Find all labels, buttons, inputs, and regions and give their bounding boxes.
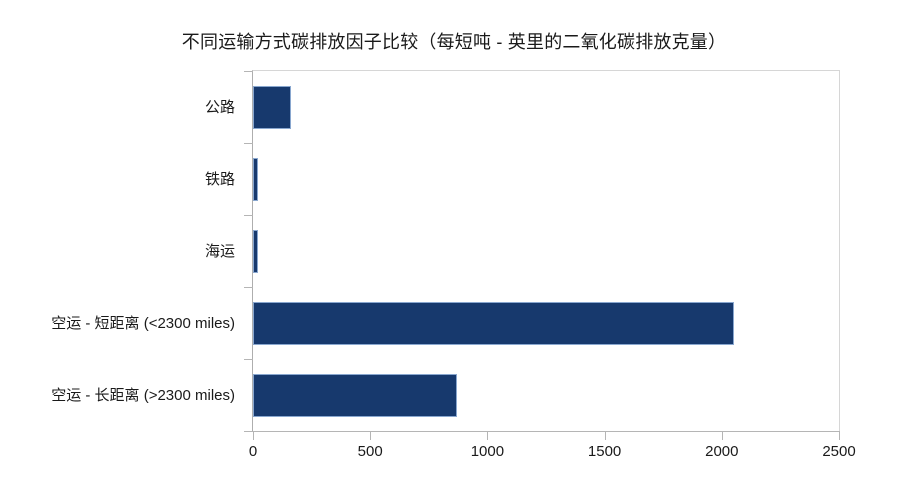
x-axis-tick (370, 431, 372, 440)
x-axis-tick-label: 2500 (822, 443, 856, 460)
y-axis-tick (244, 143, 253, 144)
bar (253, 157, 258, 201)
bar (253, 229, 258, 273)
bar (253, 373, 457, 417)
x-axis-tick-label: 0 (248, 443, 258, 460)
category-label: 铁路 (204, 170, 235, 188)
category-label: 公路 (204, 98, 235, 116)
y-axis-tick (244, 215, 253, 216)
x-axis-tick (487, 431, 489, 440)
x-axis-tick (721, 431, 723, 440)
x-axis-tick-label: 2000 (705, 443, 739, 460)
plot-area: 0 500 1000 1500 2000 2500 (244, 70, 856, 460)
category-label: 海运 (204, 242, 235, 260)
x-axis-tick-label: 1000 (470, 443, 505, 460)
x-axis-tick (839, 431, 840, 440)
x-axis-tick-label: 500 (357, 443, 383, 460)
category-label: 空运 - 长距离 (>2300 miles) (51, 386, 235, 404)
category-label: 空运 - 短距离 (<2300 miles) (51, 314, 235, 332)
x-axis-tick (604, 431, 606, 440)
x-axis-tick (253, 431, 254, 440)
bar (253, 85, 291, 129)
x-axis-tick-label: 1500 (587, 443, 622, 460)
y-axis-tick (244, 431, 253, 432)
bar (253, 301, 734, 345)
y-axis-tick (244, 287, 253, 288)
chart-title: 不同运输方式碳排放因子比较（每短吨 - 英里的二氧化碳排放克量） (181, 32, 727, 52)
y-axis-tick (244, 71, 253, 72)
category-axis: 公路铁路海运空运 - 短距离 (<2300 miles) 空运 - 长距离 (>2… (0, 70, 244, 430)
y-axis-tick (244, 359, 253, 360)
